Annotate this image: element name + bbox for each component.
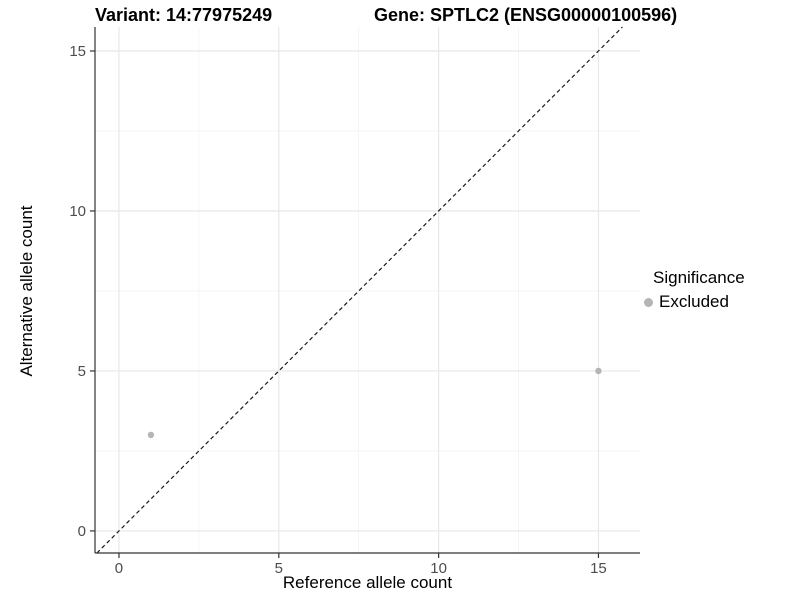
- excluded-point-icon: [644, 297, 653, 307]
- y-tick-label: 15: [69, 43, 86, 60]
- plot-title-gene: Gene: SPTLC2 (ENSG00000100596): [374, 5, 678, 25]
- x-tick-label: 5: [275, 560, 283, 577]
- legend-item-label: Excluded: [659, 292, 729, 311]
- x-tick-label: 0: [115, 560, 123, 577]
- plot-title-variant: Variant: 14:77975249: [95, 5, 273, 25]
- data-point: [147, 431, 155, 439]
- x-axis-title: Reference allele count: [282, 573, 453, 592]
- data-point: [595, 367, 602, 375]
- x-tick-label: 10: [430, 560, 447, 577]
- y-axis-title: Alternative allele count: [17, 205, 36, 377]
- y-tick-label: 10: [69, 203, 86, 220]
- legend: Significance Excluded: [640, 268, 745, 312]
- x-tick-label: 15: [590, 560, 607, 577]
- legend-title: Significance: [653, 268, 745, 287]
- legend-key: [640, 294, 657, 311]
- identity-dashed-line: [96, 26, 623, 554]
- legend-item-excluded: Excluded: [640, 292, 745, 312]
- y-tick-label: 5: [78, 363, 86, 380]
- y-tick-label: 0: [78, 523, 86, 540]
